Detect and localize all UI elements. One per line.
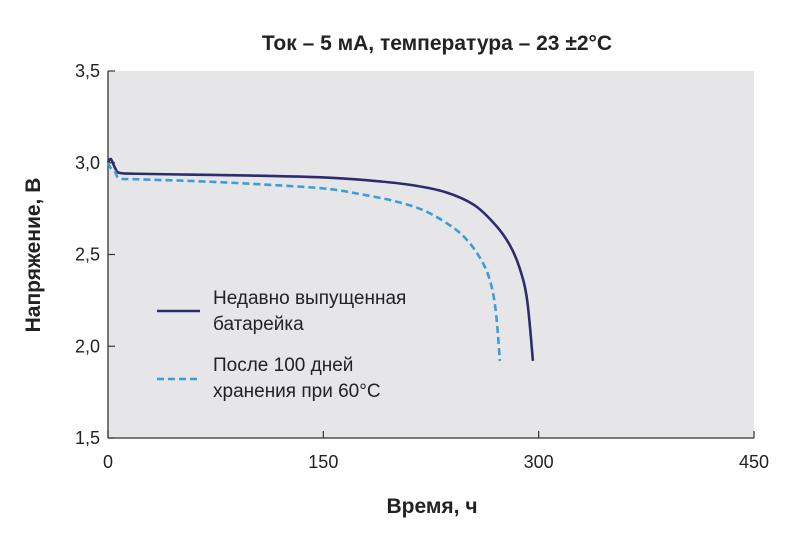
chart-title: Ток – 5 мА, температура – 23 ±2°С xyxy=(262,32,612,55)
y-tick-label: 2,5 xyxy=(75,245,100,265)
series-line-stored-battery xyxy=(106,162,502,362)
y-axis-title: Напряжение, В xyxy=(22,178,45,333)
y-tick-label: 1,5 xyxy=(75,428,100,448)
x-tick-label: 450 xyxy=(739,452,769,472)
x-tick-label: 0 xyxy=(103,452,113,472)
series-layer xyxy=(106,157,535,362)
x-tick-label: 150 xyxy=(308,452,338,472)
y-tick-label: 2,0 xyxy=(75,336,100,356)
legend-label-line-2: хранения при 60°С xyxy=(213,381,381,402)
legend-label-line-1: После 100 дней xyxy=(213,355,353,376)
tick-labels: 1,5 2,0 2,5 3,0 3,5 0 150 300 450 xyxy=(75,61,769,472)
legend-label-line-2: батарейка xyxy=(213,314,304,335)
legend-item: Недавно выпущенная батарейка xyxy=(157,288,406,335)
legend: Недавно выпущенная батарейка После 100 д… xyxy=(157,288,406,402)
series-line-new-battery xyxy=(106,157,535,362)
plot-area xyxy=(108,71,754,438)
x-tick-label: 300 xyxy=(524,452,554,472)
y-tick-label: 3,0 xyxy=(75,153,100,173)
legend-item: После 100 дней хранения при 60°С xyxy=(157,355,381,402)
legend-label-line-1: Недавно выпущенная xyxy=(213,288,406,309)
x-axis-title: Время, ч xyxy=(386,495,477,518)
y-tick-label: 3,5 xyxy=(75,61,100,81)
